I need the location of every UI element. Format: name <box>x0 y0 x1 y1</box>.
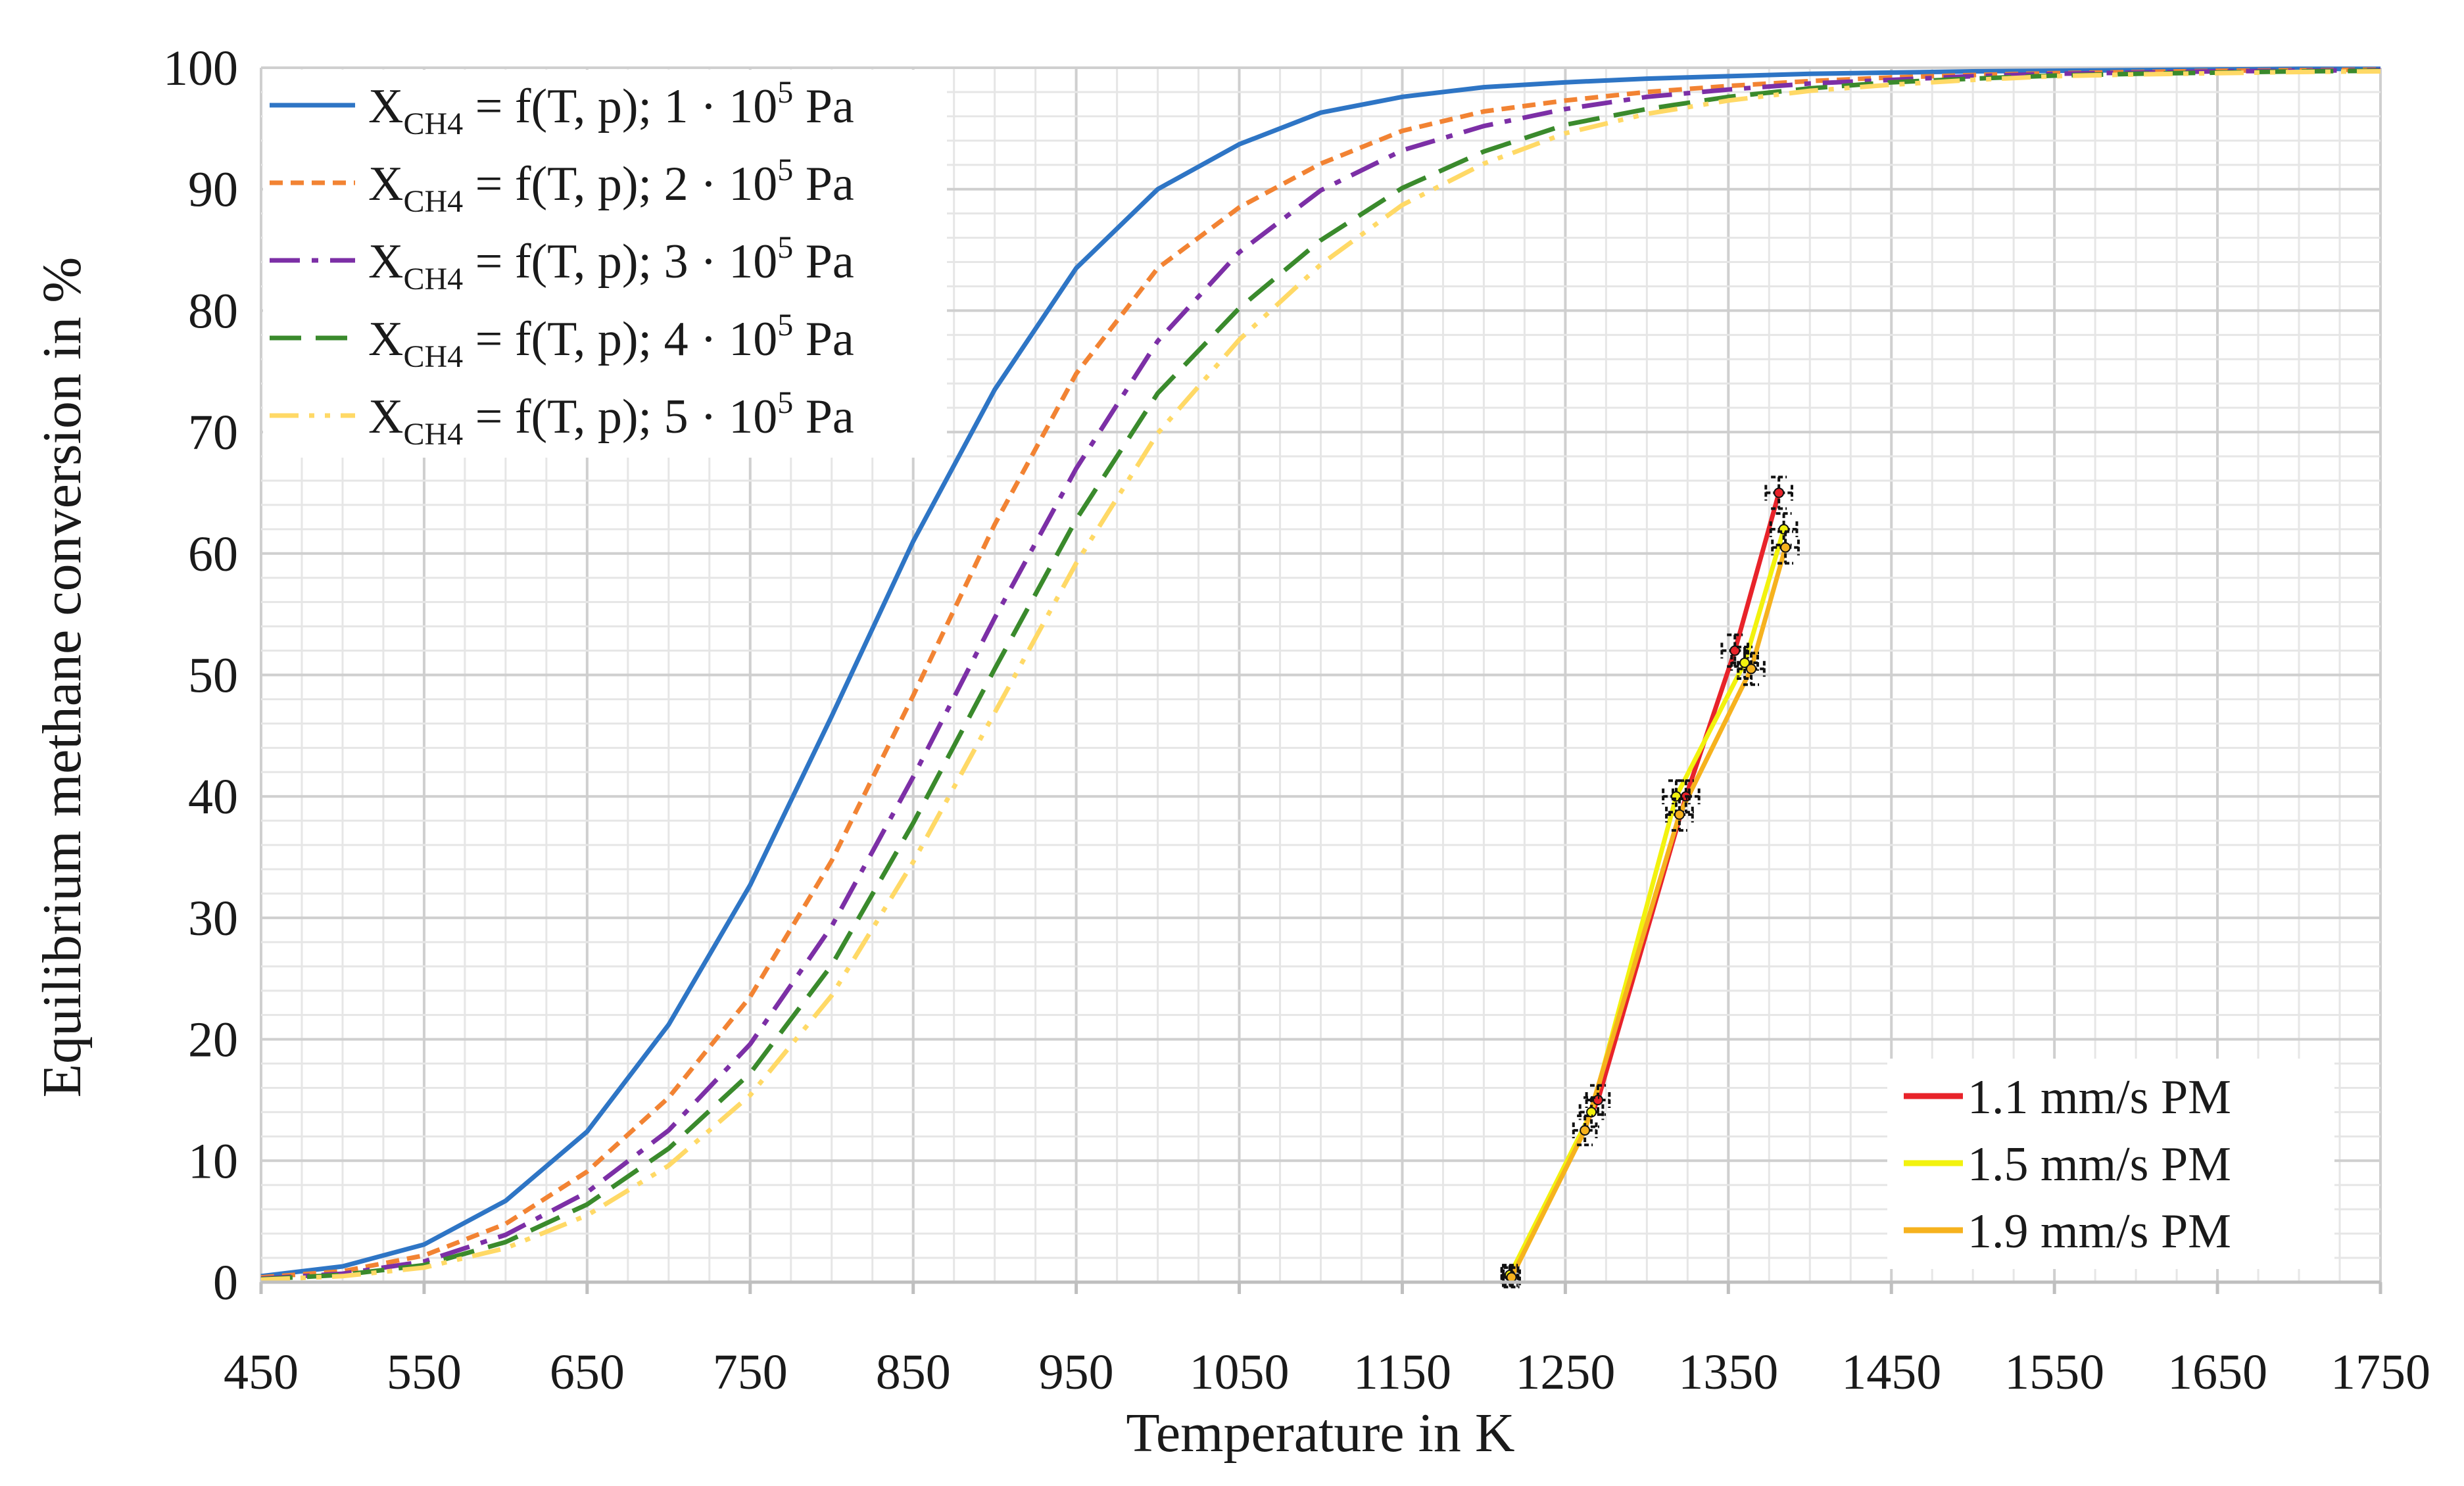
x-tick-label: 1550 <box>2004 1345 2104 1400</box>
legend-exp-label-1: 1.1 mm/s PM <box>1968 1070 2231 1124</box>
x-tick-label: 650 <box>550 1345 625 1400</box>
legend-entry-2: XCH4 = f(T, p); 2 · 105 Pa <box>368 153 854 219</box>
y-tick-label: 100 <box>163 41 238 96</box>
x-tick-label: 950 <box>1039 1345 1114 1400</box>
x-tick-label: 850 <box>876 1345 951 1400</box>
experiment-point-3 <box>1746 663 1757 675</box>
legend-entry-1: XCH4 = f(T, p); 1 · 105 Pa <box>368 75 854 141</box>
y-axis-title: Equilibrium methane conversion in % <box>32 257 93 1097</box>
x-tick-label: 1650 <box>2167 1345 2267 1400</box>
x-axis-title: Temperature in K <box>1126 1402 1514 1464</box>
y-tick-label: 80 <box>188 283 238 339</box>
y-tick-label: 60 <box>188 527 238 582</box>
legend-equilibrium-box <box>263 70 947 458</box>
legend-exp-label-3: 1.9 mm/s PM <box>1968 1205 2231 1258</box>
y-tick-label: 20 <box>188 1013 238 1068</box>
y-tick-label: 70 <box>188 405 238 460</box>
series-layer <box>260 66 2381 1282</box>
experiment-line-1 <box>1507 492 1781 1278</box>
experiment-point-2 <box>1586 1107 1597 1118</box>
legend-entry-3: XCH4 = f(T, p); 3 · 105 Pa <box>368 230 854 297</box>
equilibrium-line-1 <box>260 66 2380 1279</box>
x-tick-label: 1350 <box>1678 1345 1778 1400</box>
legend-exp-label-2: 1.5 mm/s PM <box>1968 1138 2231 1191</box>
x-tick-label: 750 <box>713 1345 788 1400</box>
experiment-point-3 <box>1780 542 1791 553</box>
y-tick-label: 30 <box>188 891 238 946</box>
legend-experiment: 1.1 mm/s PM 1.5 mm/s PM 1.9 mm/s PM <box>1887 1059 2334 1269</box>
experiment-layer <box>1500 475 1800 1289</box>
experiment-point-3 <box>1674 809 1685 820</box>
x-tick-label: 1450 <box>1841 1345 1941 1400</box>
experiment-point-1 <box>1774 487 1785 498</box>
legend-equilibrium: XCH4 = f(T, p); 1 · 105 Pa XCH4 = f(T, p)… <box>263 70 947 458</box>
x-tick-label: 550 <box>387 1345 462 1400</box>
equilibrium-line-5 <box>260 69 2381 1282</box>
x-tick-label: 1250 <box>1515 1345 1615 1400</box>
experiment-point-1 <box>1729 645 1741 656</box>
y-tick-label: 90 <box>188 162 238 218</box>
y-tick-label: 0 <box>213 1255 238 1310</box>
y-tick-label: 40 <box>188 769 238 825</box>
y-tick-label: 10 <box>188 1134 238 1189</box>
legend-entry-5: XCH4 = f(T, p); 5 · 105 Pa <box>368 385 854 452</box>
experiment-point-1 <box>1592 1094 1603 1105</box>
y-tick-label: 50 <box>188 648 238 704</box>
x-tick-label: 1750 <box>2331 1345 2430 1400</box>
x-tick-label: 1050 <box>1190 1345 1290 1400</box>
legend-entry-4: XCH4 = f(T, p); 4 · 105 Pa <box>368 308 854 374</box>
axis-layer: 450 550 650 750 850 950 1050 1150 1250 1350 1450 15… <box>163 41 2430 1400</box>
x-tick-label: 450 <box>224 1345 299 1400</box>
x-tick-label: 1150 <box>1353 1345 1451 1400</box>
experiment-point-2 <box>1739 658 1751 669</box>
experiment-point-3 <box>1580 1125 1591 1136</box>
